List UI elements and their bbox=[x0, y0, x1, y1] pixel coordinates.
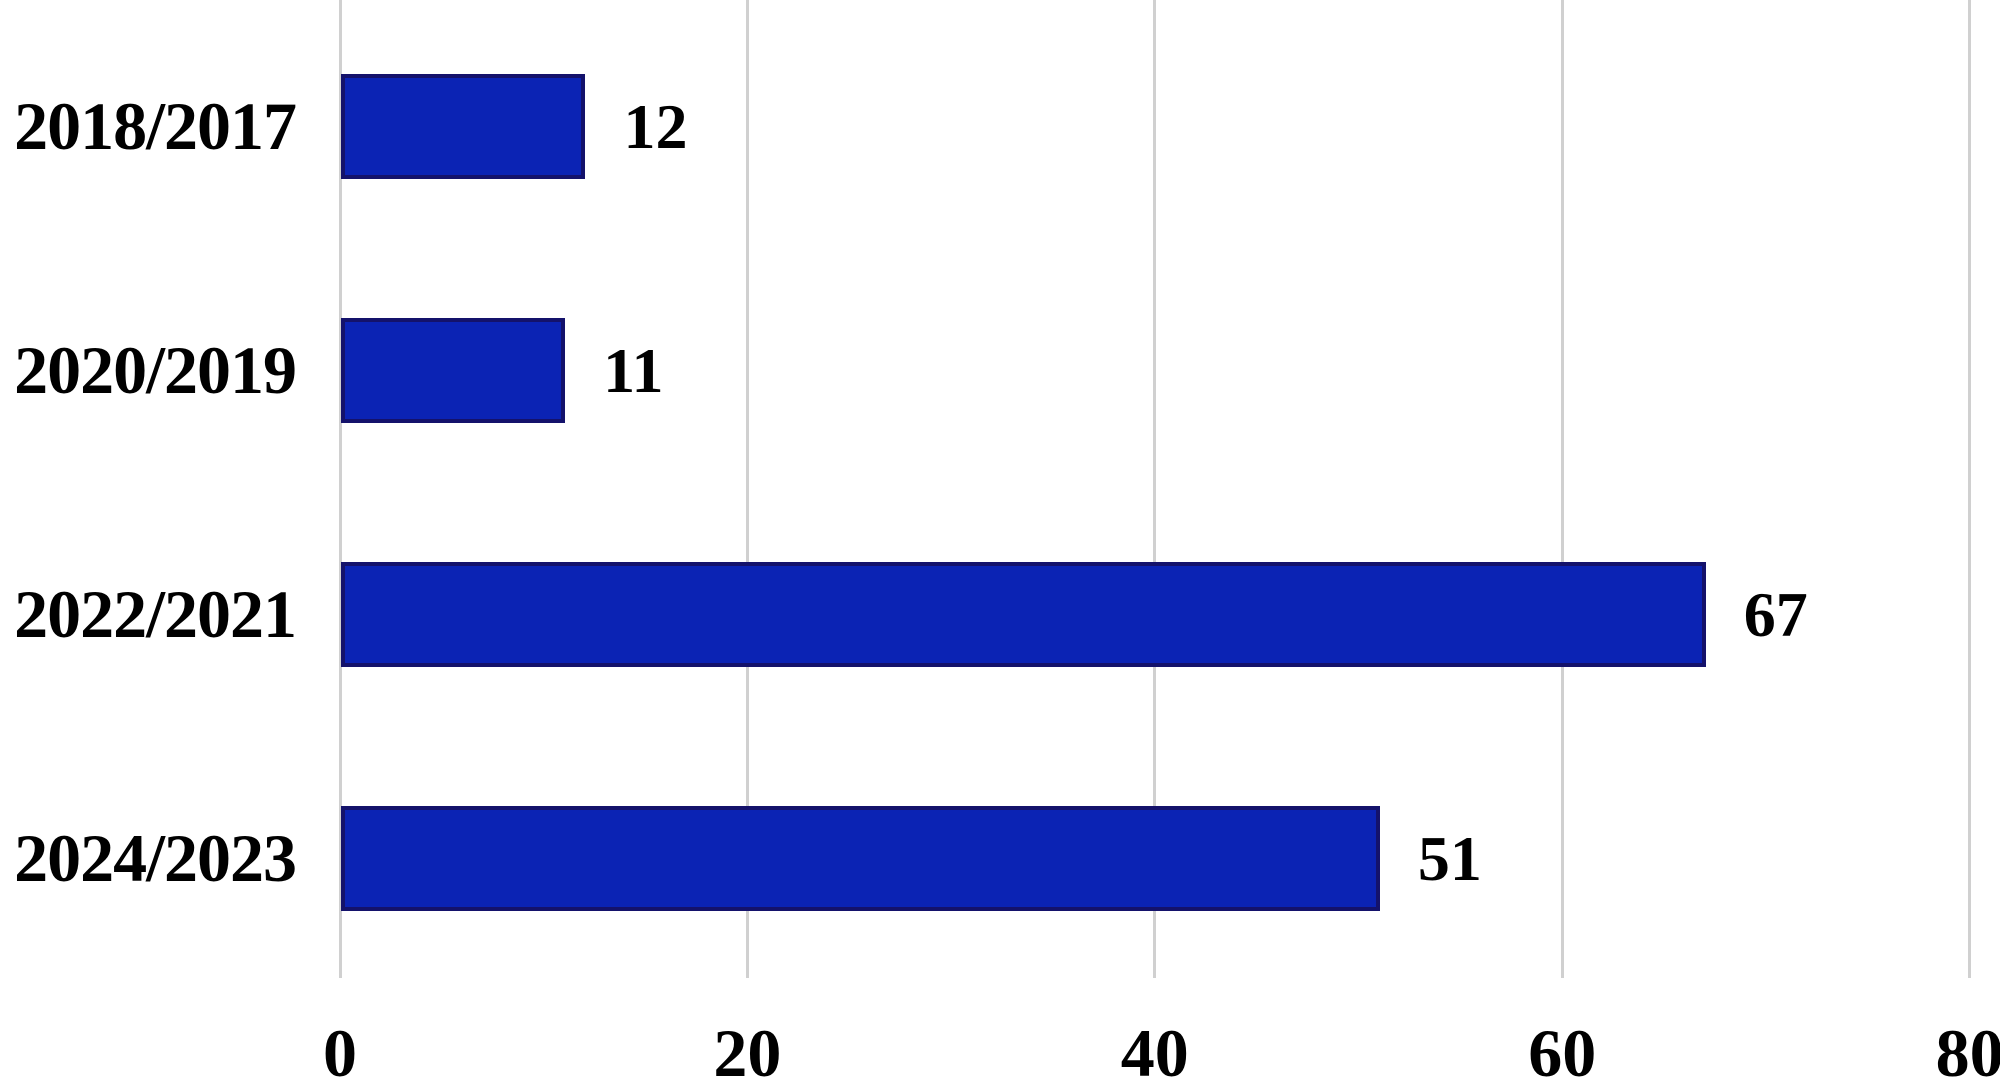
bar bbox=[341, 73, 586, 179]
gridline bbox=[1153, 0, 1157, 978]
category-label: 2020/2019 bbox=[14, 331, 297, 408]
category-label: 2018/2017 bbox=[14, 87, 297, 164]
category-label: 2022/2021 bbox=[14, 575, 297, 652]
bar bbox=[341, 561, 1706, 667]
x-tick-label: 40 bbox=[1120, 1015, 1189, 1088]
gridline bbox=[1560, 0, 1564, 978]
value-label: 11 bbox=[603, 334, 664, 406]
value-label: 12 bbox=[623, 90, 688, 162]
gridline bbox=[745, 0, 749, 978]
bar bbox=[341, 805, 1380, 911]
gridline bbox=[338, 0, 342, 978]
bar bbox=[341, 317, 566, 423]
category-label: 2024/2023 bbox=[14, 819, 297, 896]
gridline bbox=[1968, 0, 1972, 978]
x-tick-label: 60 bbox=[1528, 1015, 1597, 1088]
x-tick-label: 0 bbox=[323, 1015, 357, 1088]
value-label: 67 bbox=[1743, 578, 1808, 650]
x-tick-label: 20 bbox=[713, 1015, 782, 1088]
value-label: 51 bbox=[1417, 822, 1482, 894]
x-tick-label: 80 bbox=[1935, 1015, 2000, 1088]
